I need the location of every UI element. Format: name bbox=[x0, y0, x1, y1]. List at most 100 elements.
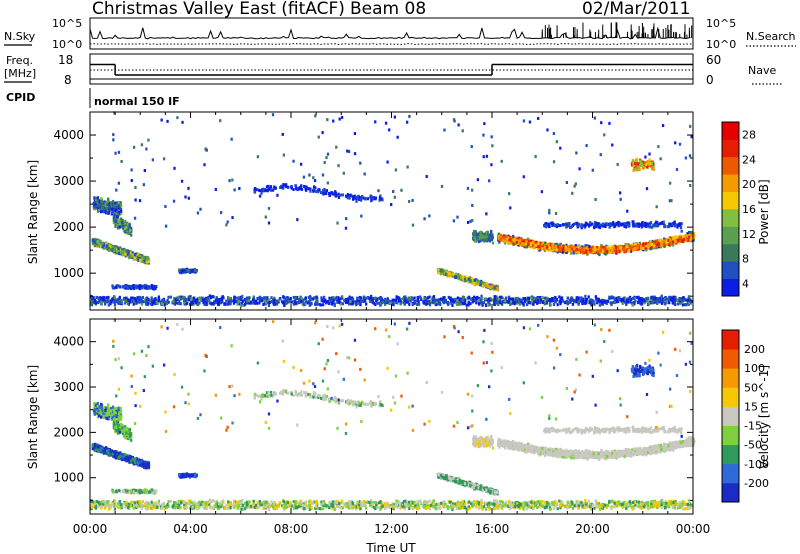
power-cell bbox=[481, 284, 484, 288]
power-cell bbox=[674, 302, 677, 306]
power-cell bbox=[309, 295, 312, 299]
power-cell bbox=[680, 297, 683, 301]
power-cell bbox=[459, 275, 463, 279]
power-cell bbox=[121, 224, 124, 228]
power-cell bbox=[359, 198, 362, 202]
power-cell bbox=[532, 302, 535, 306]
power-cell bbox=[119, 201, 122, 205]
power-cell bbox=[101, 298, 104, 302]
nsky-panel: N.Sky 10^5 10^0 10^5 10^0 N.Search bbox=[4, 17, 796, 51]
power-cell bbox=[208, 294, 212, 298]
power-cell bbox=[121, 250, 124, 254]
power-cell bbox=[460, 298, 463, 302]
freq-series bbox=[90, 63, 693, 80]
power-cell bbox=[96, 240, 99, 244]
power-cell bbox=[226, 302, 229, 306]
power-cell bbox=[392, 303, 395, 307]
power-cell bbox=[354, 300, 357, 304]
power-cell bbox=[493, 288, 496, 292]
power-cell bbox=[123, 222, 126, 226]
power-cell bbox=[356, 301, 360, 305]
power-cell bbox=[489, 285, 492, 289]
power-cell bbox=[115, 203, 118, 207]
power-cell bbox=[581, 297, 585, 301]
power-cell bbox=[176, 301, 180, 305]
power-cell bbox=[601, 302, 605, 306]
power-cell bbox=[477, 240, 480, 244]
power-cell bbox=[442, 297, 446, 301]
power-cell bbox=[520, 298, 523, 302]
power-cell bbox=[119, 209, 123, 213]
power-cell bbox=[136, 298, 140, 302]
power-cell bbox=[290, 186, 293, 190]
power-cell bbox=[172, 299, 175, 303]
power-cell bbox=[275, 300, 278, 304]
power-cell bbox=[140, 298, 143, 302]
power-cell bbox=[484, 297, 487, 301]
power-cell bbox=[111, 247, 114, 251]
power-cell bbox=[333, 298, 336, 302]
power-cell bbox=[351, 300, 354, 304]
power-cell bbox=[105, 296, 108, 300]
power-cell bbox=[633, 302, 636, 306]
power-cell bbox=[670, 296, 673, 300]
power-cell bbox=[630, 297, 633, 301]
power-cell bbox=[481, 297, 484, 301]
power-cell bbox=[122, 248, 125, 252]
power-cell bbox=[539, 298, 542, 302]
power-cell bbox=[339, 302, 343, 306]
power-cell bbox=[345, 298, 348, 302]
power-cell bbox=[458, 302, 461, 306]
power-cell bbox=[283, 299, 286, 303]
power-cell bbox=[623, 296, 626, 300]
power-cell bbox=[458, 300, 461, 304]
power-cell bbox=[577, 302, 580, 306]
power-cell bbox=[395, 295, 398, 299]
power-cell bbox=[448, 296, 452, 300]
power-cell bbox=[566, 300, 569, 304]
power-cell bbox=[475, 301, 478, 305]
power-cell bbox=[488, 239, 492, 243]
power-cell bbox=[154, 299, 157, 303]
power-cell bbox=[194, 300, 197, 304]
power-cell bbox=[471, 299, 475, 303]
date-label: 02/Mar/2011 bbox=[582, 0, 690, 19]
power-cell bbox=[509, 297, 513, 301]
power-cell bbox=[319, 191, 323, 195]
power-cell bbox=[461, 298, 465, 302]
power-cell bbox=[346, 300, 350, 304]
power-cell bbox=[576, 299, 579, 303]
power-cell bbox=[178, 299, 181, 303]
power-cell bbox=[624, 300, 627, 304]
power-cell bbox=[591, 300, 594, 304]
power-cell bbox=[332, 296, 335, 300]
power-cell bbox=[491, 298, 494, 302]
power-cell bbox=[103, 207, 107, 211]
power-cell bbox=[113, 204, 116, 208]
power-cell bbox=[187, 269, 190, 273]
power-cell bbox=[146, 287, 149, 291]
power-cell bbox=[254, 299, 258, 303]
power-cell bbox=[290, 184, 293, 188]
power-cell bbox=[501, 296, 505, 300]
power-cell bbox=[593, 302, 596, 306]
power-cell bbox=[348, 196, 351, 200]
power-cell bbox=[129, 251, 132, 255]
power-cell bbox=[237, 300, 240, 304]
power-cell bbox=[361, 299, 364, 303]
power-cell bbox=[227, 300, 231, 304]
power-cell bbox=[251, 298, 255, 302]
power-cell bbox=[265, 301, 268, 305]
power-cell bbox=[118, 250, 122, 254]
power-cell bbox=[322, 295, 326, 299]
power-cell bbox=[480, 294, 483, 298]
power-cell bbox=[94, 301, 98, 305]
power-cell bbox=[667, 298, 670, 302]
power-cell bbox=[399, 302, 402, 306]
power-cell bbox=[107, 295, 110, 299]
power-cell bbox=[301, 302, 304, 306]
power-cell bbox=[594, 295, 597, 299]
power-cell bbox=[498, 298, 501, 302]
power-cell bbox=[432, 301, 435, 305]
power-cell bbox=[174, 298, 177, 302]
